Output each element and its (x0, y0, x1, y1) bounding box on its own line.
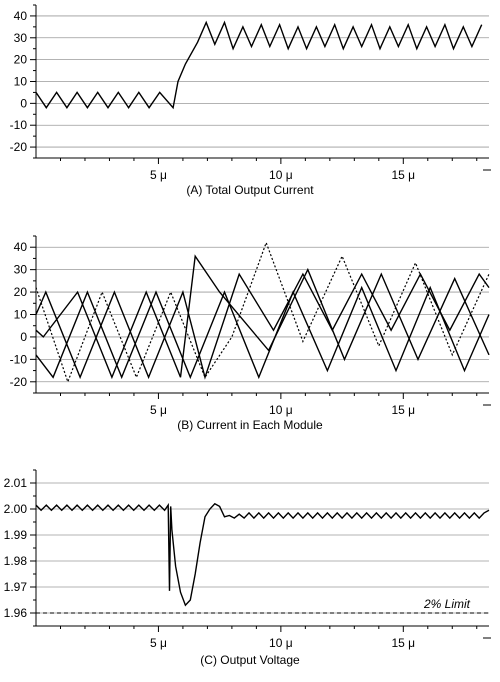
chart-caption: (C) Output Voltage (200, 653, 300, 667)
y-tick-label: 0 (20, 330, 27, 344)
x-tick-label: 5 μ (150, 168, 167, 182)
y-tick-label: 1.98 (4, 554, 28, 568)
y-tick-label: -20 (10, 375, 28, 389)
y-tick-label: 20 (14, 285, 28, 299)
y-tick-label: 30 (14, 31, 28, 45)
x-tick-label: 10 μ (269, 636, 293, 650)
chart-panel-1: -20 -10 0 10 20 30 40 5 μ 10 μ 15 μ (A) Total Outp… (10, 4, 491, 197)
series-line-3 (35, 272, 490, 380)
y-tick-label: 10 (14, 308, 28, 322)
x-tick-label: 10 μ (269, 168, 293, 182)
x-tick-label: 10 μ (269, 403, 293, 417)
series-line-1 (35, 502, 490, 607)
limit-annotation: 2% Limit (423, 597, 471, 611)
y-tick-label: -10 (10, 352, 28, 366)
y-tick-label: 40 (14, 240, 28, 254)
x-tick-label: 15 μ (391, 168, 415, 182)
series-line-1 (35, 285, 490, 380)
chart-caption: (B) Current in Each Module (177, 418, 323, 432)
x-tick-label: 5 μ (150, 636, 167, 650)
x-tick-label: 15 μ (391, 636, 415, 650)
y-tick-label: -20 (10, 140, 28, 154)
y-tick-label: 2.00 (4, 502, 28, 516)
y-tick-label: 2.01 (4, 476, 28, 490)
series-line-1 (35, 20, 483, 110)
chart-caption: (A) Total Output Current (186, 183, 314, 197)
y-tick-label: 20 (14, 53, 28, 67)
chart-panel-3: 1.96 1.97 1.98 1.99 2.00 2.01 5 μ 10 μ 15 μ 2% Li… (4, 469, 491, 667)
x-tick-label: 5 μ (150, 403, 167, 417)
y-tick-label: 1.96 (4, 606, 28, 620)
y-tick-label: 10 (14, 75, 28, 89)
y-tick-label: 0 (20, 96, 27, 110)
y-tick-label: 1.99 (4, 528, 28, 542)
y-tick-label: 40 (14, 9, 28, 23)
chart-panel-2: -20 -10 0 10 20 30 40 5 μ 10 μ 15 μ (B) Current in… (10, 235, 491, 432)
x-tick-label: 15 μ (391, 403, 415, 417)
series-line-4 (35, 240, 490, 384)
series-line-2 (35, 254, 490, 380)
y-tick-label: 1.97 (4, 580, 28, 594)
y-tick-label: 30 (14, 263, 28, 277)
y-tick-label: -10 (10, 118, 28, 132)
